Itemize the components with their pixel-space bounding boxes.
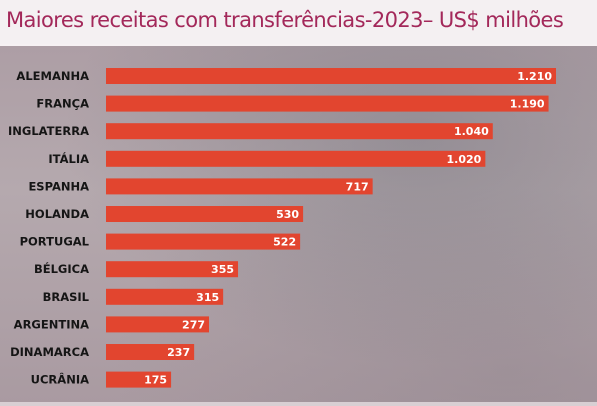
category-label: BÉLGICA <box>34 261 89 276</box>
bar <box>106 371 172 388</box>
bar <box>106 68 556 84</box>
bar <box>106 233 301 250</box>
category-label: ALEMANHA <box>16 69 89 83</box>
category-label: ESPANHA <box>28 179 89 193</box>
bar <box>106 316 210 333</box>
category-label: PORTUGAL <box>20 235 90 249</box>
category-label: DINAMARCA <box>10 345 89 359</box>
bar <box>106 344 195 360</box>
value-label: 237 <box>167 346 190 359</box>
value-label: 1.040 <box>454 125 489 138</box>
value-label: 355 <box>211 263 234 276</box>
value-label: 522 <box>273 236 296 249</box>
value-label: 1.210 <box>517 70 552 83</box>
title-bar: Maiores receitas com transferências-2023… <box>0 0 597 44</box>
category-label: FRANÇA <box>36 97 89 111</box>
bar-chart: ALEMANHA 1.210 FRANÇA 1.190 INGLATERRA 1.040 I… <box>8 68 556 388</box>
category-label: ARGENTINA <box>14 317 89 331</box>
category-label: HOLANDA <box>25 207 89 221</box>
bar <box>106 206 304 222</box>
category-label: BRASIL <box>43 290 90 304</box>
category-label: ITÁLIA <box>48 151 89 166</box>
value-label: 277 <box>182 318 205 331</box>
value-label: 1.020 <box>447 153 482 166</box>
bar <box>106 150 486 167</box>
value-label: 1.190 <box>510 98 545 111</box>
chart-panel: ALEMANHA 1.210 FRANÇA 1.190 INGLATERRA 1.040 I… <box>0 46 597 406</box>
bar <box>106 123 493 140</box>
bar <box>106 178 373 195</box>
bar <box>106 95 549 112</box>
bar <box>106 288 224 305</box>
value-label: 530 <box>276 208 299 221</box>
category-label: UCRÂNIA <box>31 372 89 387</box>
bar <box>106 261 239 278</box>
value-label: 315 <box>196 291 219 304</box>
chart-title: Maiores receitas com transferências-2023… <box>6 8 564 32</box>
category-label: INGLATERRA <box>8 124 89 138</box>
value-label: 717 <box>346 180 369 193</box>
value-label: 175 <box>144 374 167 387</box>
